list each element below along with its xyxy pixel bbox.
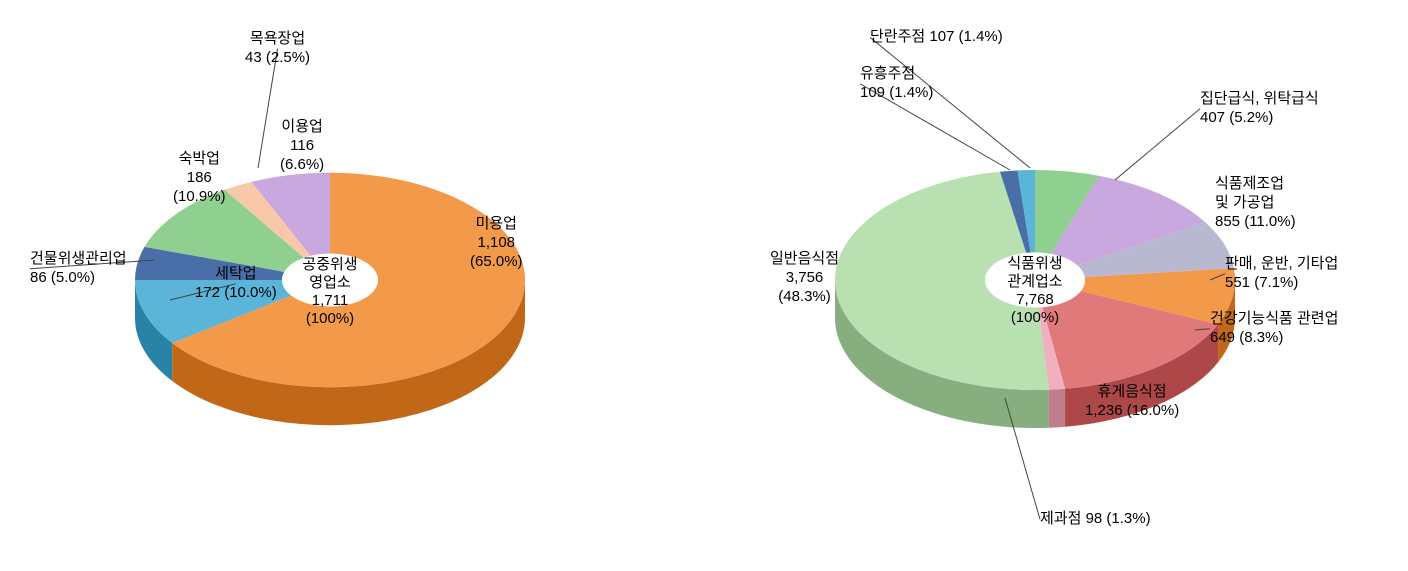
donut-hole — [985, 253, 1085, 308]
leader-유흥주점 — [860, 84, 1010, 170]
leader-단란주점 — [870, 37, 1030, 168]
side-제과점 — [1049, 389, 1065, 428]
leader-목욕장업 — [258, 49, 278, 168]
donut-hole — [282, 254, 378, 307]
leader-집단급식, 위탁급식 — [1115, 109, 1200, 180]
charts-svg — [0, 0, 1408, 571]
leader-건물위생관리업 — [30, 260, 155, 269]
